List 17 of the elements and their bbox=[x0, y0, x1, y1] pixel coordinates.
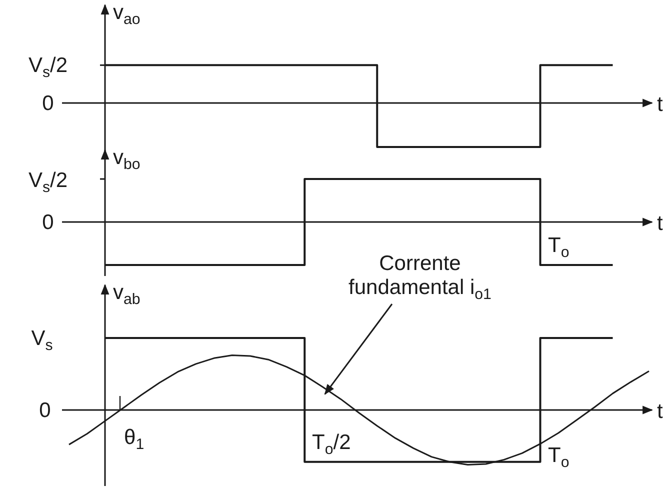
text: 0 bbox=[39, 399, 51, 422]
y-axis-title: v$_{bo}$ bbox=[113, 146, 140, 174]
text: 0 bbox=[42, 92, 54, 115]
annotation: V$_{s}$/2 bbox=[28, 169, 68, 196]
annotation: T$_{o}$ bbox=[548, 444, 570, 472]
x-axis-title: t bbox=[657, 212, 663, 235]
annotation: Corrente fundamental i$_{o1}$ bbox=[348, 252, 492, 304]
annotation: T$_{o}$/2 bbox=[312, 431, 351, 458]
y-axis-title: v$_{ab}$ bbox=[113, 281, 140, 308]
annotation: T$_{o}$ bbox=[548, 234, 570, 262]
annotation: θ$_{1}$ bbox=[124, 426, 144, 454]
x-axis-title: t bbox=[657, 93, 663, 116]
y-axis-title: v$_{ao}$ bbox=[113, 1, 140, 28]
annotation: V$_{s}$/2 bbox=[28, 54, 68, 82]
text: V$_{s}$ bbox=[31, 327, 54, 354]
text: 0 bbox=[42, 211, 54, 234]
x-axis-title: t bbox=[657, 400, 663, 423]
